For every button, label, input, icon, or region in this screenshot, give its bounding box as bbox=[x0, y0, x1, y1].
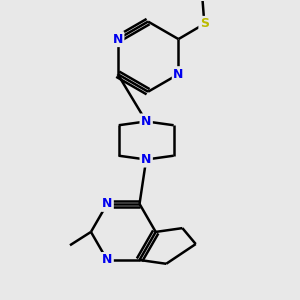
Text: N: N bbox=[141, 153, 152, 166]
Text: N: N bbox=[112, 33, 123, 46]
Text: S: S bbox=[200, 17, 209, 30]
Text: N: N bbox=[141, 115, 152, 128]
Text: N: N bbox=[102, 197, 112, 210]
Text: N: N bbox=[102, 254, 112, 266]
Text: N: N bbox=[173, 68, 184, 81]
